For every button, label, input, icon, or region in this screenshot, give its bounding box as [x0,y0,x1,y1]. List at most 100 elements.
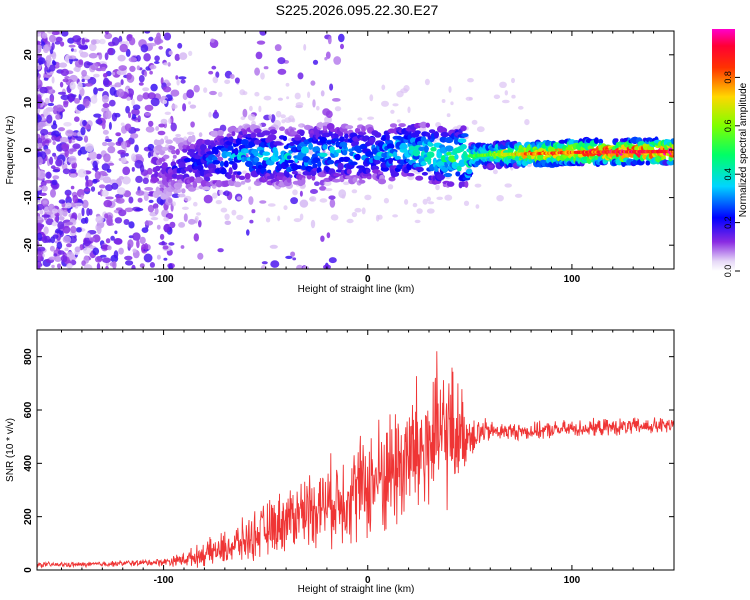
noise-speck [277,97,283,101]
noise-speck [137,197,143,203]
ridge-cell [358,179,366,184]
noise-speck [246,229,250,236]
noise-speck [81,260,86,266]
noise-speck [90,39,97,45]
noise-speck [310,219,316,229]
noise-speck [104,31,109,35]
noise-speck [54,256,62,262]
x-tick-label: -100 [154,274,174,285]
ridge-cell [319,152,328,157]
noise-speck [208,111,212,118]
ridge-cell [361,125,366,133]
noise-speck [37,199,41,204]
noise-speck [60,41,65,47]
noise-speck [84,75,91,80]
noise-speck [114,217,123,224]
noise-speck [354,207,362,213]
ridge-cell [262,151,271,156]
noise-speck [196,212,201,216]
ridge-cell [333,173,343,177]
noise-speck [471,119,478,125]
noise-speck [361,207,366,215]
noise-speck [52,141,56,145]
noise-speck [290,197,298,205]
noise-speck [57,91,66,95]
noise-speck [168,118,172,124]
ridge-cell [366,175,372,180]
colorbar-tick-label: 0.8 [723,71,733,84]
noise-speck [105,184,113,192]
noise-speck [157,130,166,136]
noise-speck [58,216,65,221]
noise-speck [72,143,81,149]
noise-speck [107,245,112,251]
ridge-cell [356,148,363,154]
noise-speck [128,57,137,63]
noise-speck [37,186,42,191]
ridge-cell [342,149,348,156]
noise-speck [51,76,55,84]
ridge-cell [457,138,467,144]
y-tick-label: 600 [23,401,34,418]
noise-speck [136,239,140,249]
noise-speck [51,51,57,60]
noise-speck [77,212,82,221]
noise-speck [329,83,334,91]
ridge-cell [243,149,250,154]
noise-speck [198,220,202,228]
noise-speck [107,47,114,55]
noise-speck [210,38,215,43]
spectrogram-y-label: Frequency (Hz) [5,116,16,185]
noise-speck [131,264,136,269]
noise-speck [217,156,224,162]
noise-speck [229,74,235,79]
noise-speck [66,263,73,269]
noise-speck [70,185,75,190]
noise-speck [294,92,301,100]
ridge-cell [187,148,197,153]
noise-speck [131,108,140,116]
noise-speck [256,40,266,45]
noise-speck [268,113,273,121]
noise-speck [426,196,431,202]
ridge-cell [645,160,651,166]
ridge-cell [284,158,289,167]
noise-speck [83,264,93,269]
ridge-cell [221,167,226,174]
noise-speck [259,31,267,36]
ridge-cell [444,136,454,144]
noise-speck [183,195,192,202]
noise-speck [467,78,474,83]
ridge-cell [394,155,401,160]
y-tick-label: 800 [23,348,34,365]
noise-speck [208,70,214,75]
noise-speck [140,44,149,53]
noise-speck [322,108,331,116]
ridge-cell [345,125,354,130]
noise-speck [156,224,161,230]
noise-speck [74,202,83,206]
noise-speck [73,66,80,72]
ridge-cell [417,167,424,172]
noise-speck [37,33,42,37]
noise-speck [55,114,61,120]
noise-speck [102,176,112,184]
noise-speck [249,219,254,224]
noise-speck [144,243,149,251]
noise-speck [277,215,281,222]
noise-speck [83,188,91,192]
noise-speck [93,113,102,118]
noise-speck [231,209,237,216]
ridge-cell [337,131,344,137]
noise-speck [168,263,173,269]
noise-speck [281,119,286,124]
ridge-cell [175,148,180,155]
noise-speck [163,217,170,222]
ridge-cell [464,180,469,188]
noise-speck [285,255,293,259]
noise-speck [236,196,242,201]
noise-speck [99,38,106,45]
noise-speck [68,55,77,60]
